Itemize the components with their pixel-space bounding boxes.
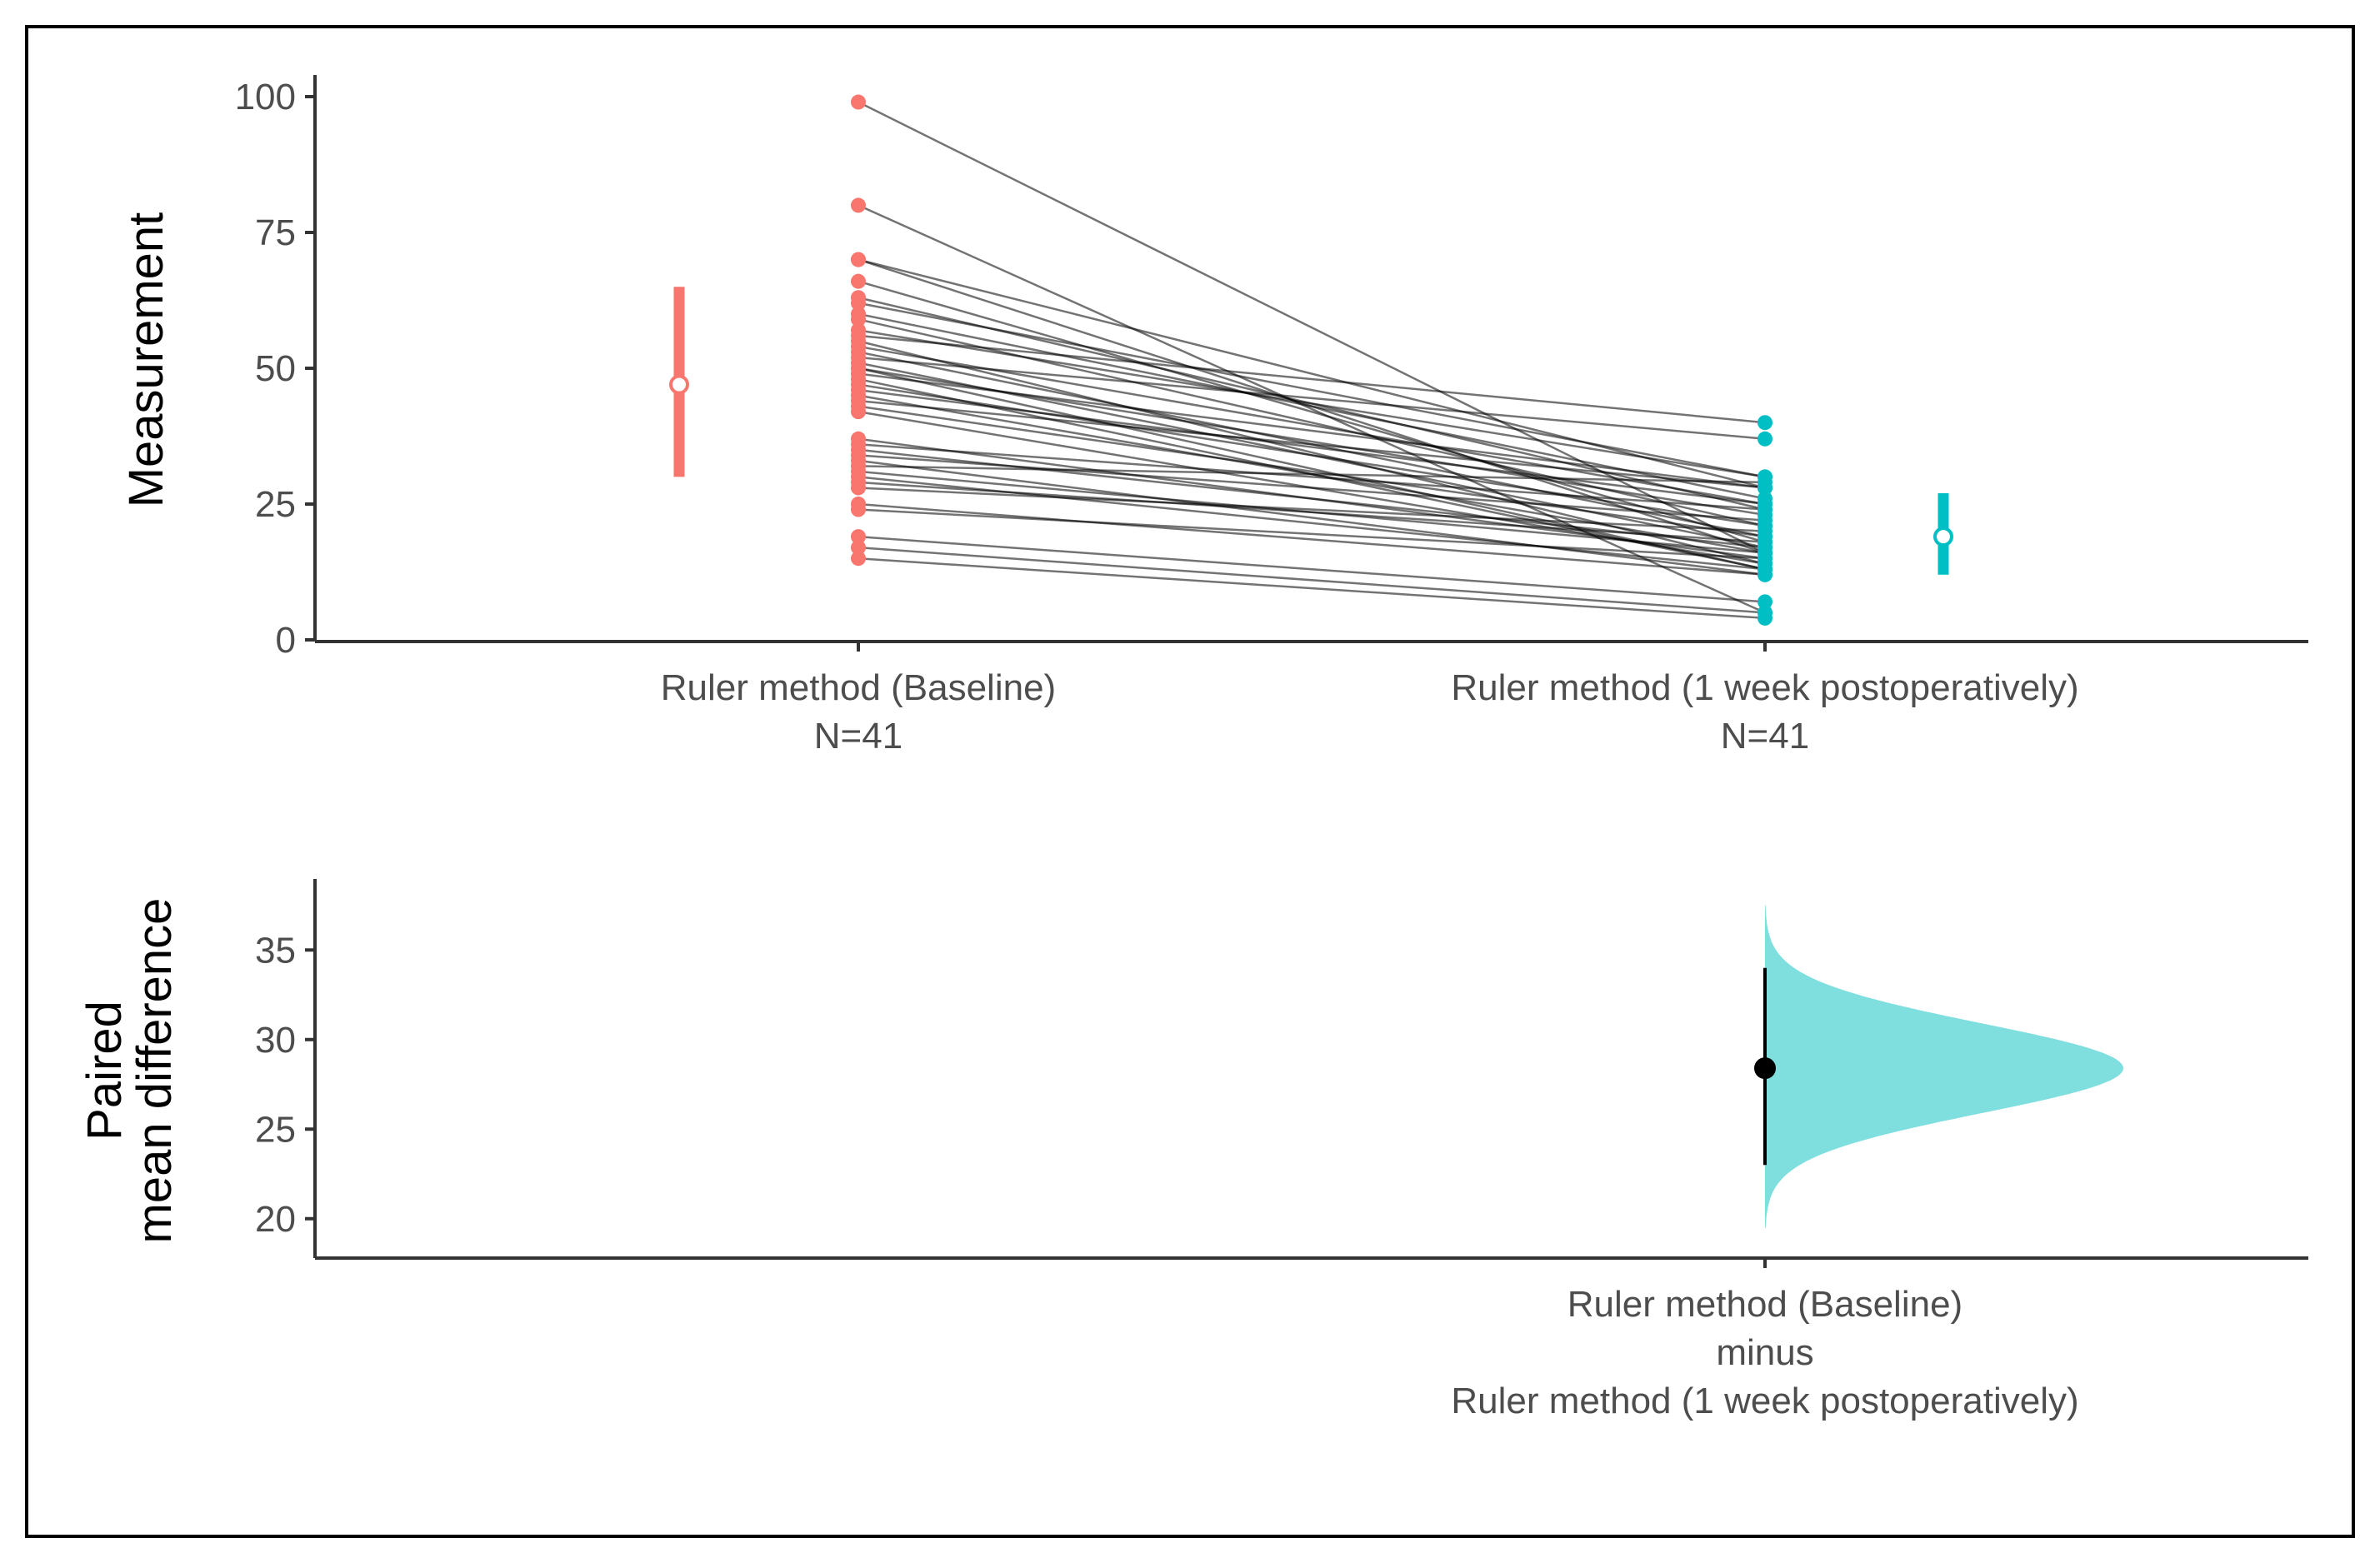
x-ticks-bottom: Ruler method (Baseline) minus Ruler method… — [1451, 1258, 2079, 1421]
pair-line — [858, 258, 1766, 489]
pair-line — [858, 367, 1766, 571]
pair-line — [858, 535, 1766, 603]
x-ticks: Ruler method (Baseline) N=41 Ruler method … — [661, 642, 2079, 757]
pair-line — [858, 334, 1766, 424]
comparison-label-line: minus — [1716, 1332, 1813, 1373]
pair-line — [858, 372, 1766, 489]
postop-point — [1758, 431, 1772, 447]
postop-point — [1758, 610, 1772, 626]
baseline-n-label: N=41 — [814, 716, 902, 757]
figure-frame — [25, 25, 2355, 1538]
y-tick-label: 25 — [255, 1109, 296, 1150]
y-tick-label: 75 — [255, 212, 296, 253]
pair-line — [858, 280, 1766, 543]
baseline-point — [851, 273, 866, 289]
pair-line — [858, 399, 1766, 489]
postop-point — [1758, 523, 1772, 539]
effect-size-estimate — [1754, 967, 1776, 1166]
postop-mean-marker — [1933, 527, 1953, 547]
postop-point — [1758, 594, 1772, 610]
baseline-point — [851, 502, 866, 517]
y-axis-title: Measurement — [119, 212, 173, 508]
pair-line — [858, 546, 1766, 614]
baseline-point — [851, 540, 866, 556]
y-tick-label: 25 — [255, 484, 296, 525]
pair-line — [858, 329, 1766, 478]
data-points — [851, 94, 1772, 626]
comparison-label-line: Ruler method (Baseline) — [1568, 1284, 1962, 1325]
group-summaries — [669, 287, 1953, 575]
paired-lines — [858, 101, 1766, 620]
pair-line — [858, 302, 1766, 478]
pair-line — [858, 101, 1766, 554]
baseline-point — [851, 94, 866, 110]
pair-line — [858, 356, 1766, 441]
postop-point — [1758, 415, 1772, 431]
pair-line — [858, 557, 1766, 620]
y-tick-label: 30 — [255, 1020, 296, 1061]
y-ticks: 0 25 50 75 100 — [235, 77, 315, 661]
postop-point — [1758, 551, 1772, 567]
pair-line — [858, 508, 1766, 560]
pair-line — [858, 388, 1766, 506]
baseline-mean-marker — [669, 374, 689, 395]
y-tick-label: 50 — [255, 348, 296, 389]
postop-point — [1758, 512, 1772, 528]
baseline-point — [851, 529, 866, 545]
pair-line — [858, 487, 1766, 532]
y-axis-title-line-1: Paired — [78, 1001, 132, 1141]
baseline-group-label: Ruler method (Baseline) — [661, 667, 1056, 708]
postop-group-label: Ruler method (1 week postoperatively) — [1451, 667, 2078, 708]
pair-line — [858, 465, 1766, 484]
postop-point — [1758, 534, 1772, 550]
baseline-point — [851, 551, 866, 567]
baseline-point — [851, 404, 866, 420]
baseline-point — [851, 197, 866, 213]
pair-line — [858, 405, 1766, 538]
postop-n-label: N=41 — [1721, 716, 1809, 757]
pair-line — [858, 443, 1766, 511]
pair-line — [858, 502, 1766, 577]
pair-line — [858, 454, 1766, 522]
postop-point — [1758, 474, 1772, 490]
y-tick-label: 35 — [255, 930, 296, 971]
effect-point-estimate — [1754, 1057, 1776, 1080]
y-axis-title-bottom: Paired mean difference — [78, 898, 182, 1244]
baseline-point — [851, 480, 866, 496]
comparison-label-line: Ruler method (1 week postoperatively) — [1451, 1381, 2078, 1421]
postop-point — [1758, 567, 1772, 582]
baseline-point — [851, 312, 866, 327]
postop-point — [1758, 502, 1772, 517]
y-tick-label: 100 — [235, 77, 296, 117]
bootstrap-distribution — [1765, 905, 2123, 1228]
y-ticks-bottom: 20 25 30 35 — [255, 930, 315, 1240]
pair-line — [858, 481, 1766, 543]
baseline-point — [851, 252, 866, 267]
y-tick-label: 0 — [276, 620, 296, 661]
y-tick-label: 20 — [255, 1199, 296, 1240]
pair-line — [858, 204, 1766, 614]
y-axis-title-line-2: mean difference — [128, 898, 182, 1244]
baseline-point — [851, 295, 866, 311]
pair-line — [858, 459, 1766, 577]
pair-line — [858, 345, 1766, 506]
